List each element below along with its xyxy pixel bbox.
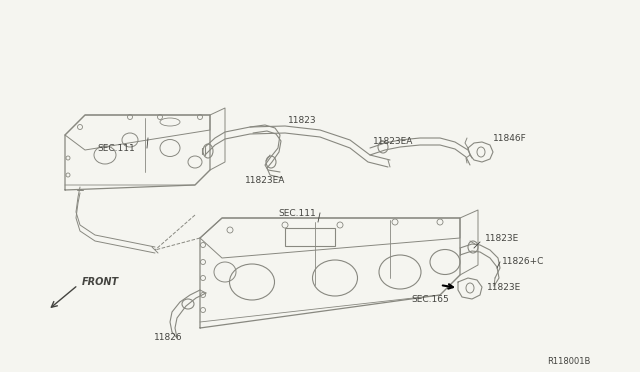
Text: 11826+C: 11826+C [502,257,545,266]
Text: 11823E: 11823E [485,234,519,243]
Text: 11823E: 11823E [487,283,521,292]
Text: R118001B: R118001B [547,357,590,366]
Text: 11846F: 11846F [493,134,527,142]
Text: SEC.111: SEC.111 [278,208,316,218]
Text: 11823EA: 11823EA [373,137,413,145]
Text: SEC.165: SEC.165 [411,295,449,305]
Text: 11823: 11823 [288,115,316,125]
Text: FRONT: FRONT [82,277,119,287]
Text: SEC.111: SEC.111 [97,144,135,153]
Text: 11826: 11826 [154,334,182,343]
Text: 11823EA: 11823EA [245,176,285,185]
